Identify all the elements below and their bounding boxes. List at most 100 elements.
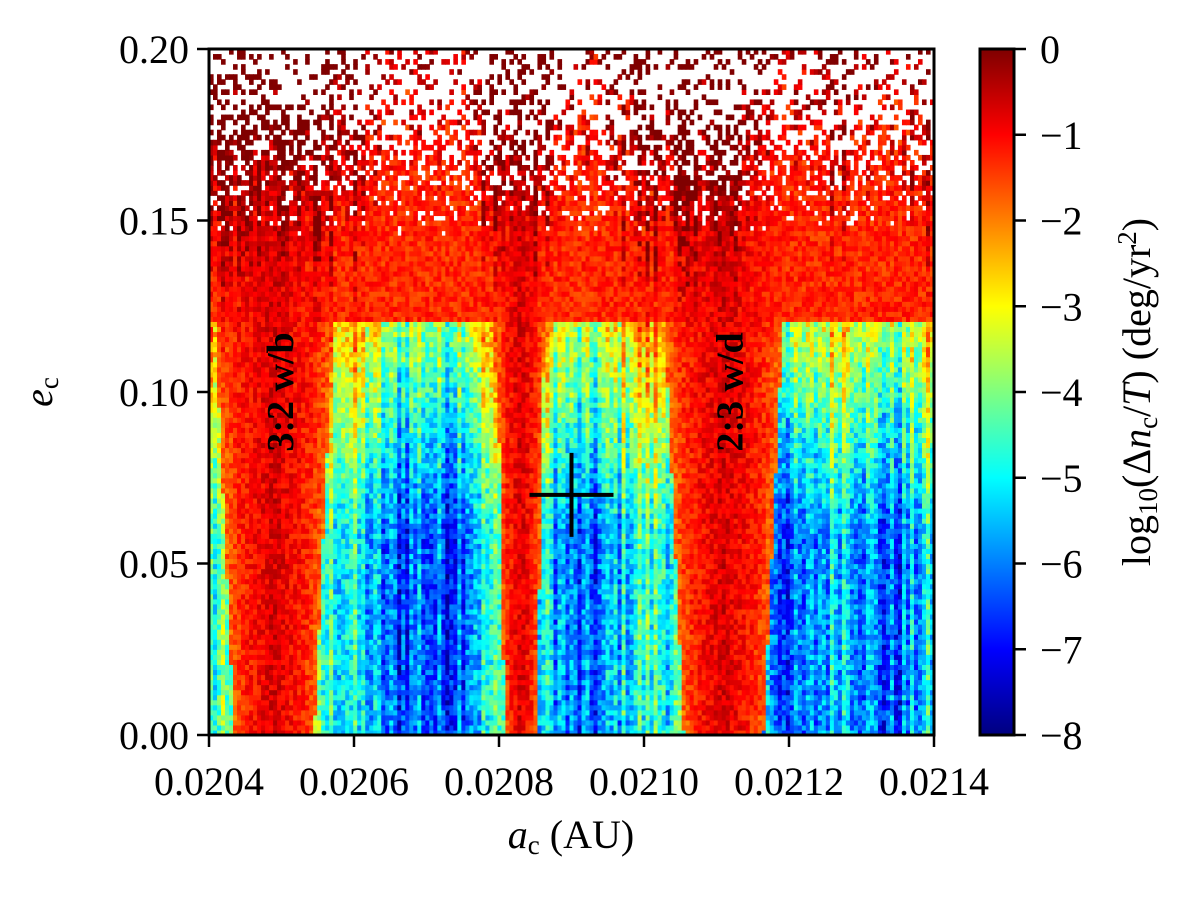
heatmap-cell (441, 649, 446, 655)
heatmap-cell (453, 719, 458, 726)
heatmap-cell (729, 674, 735, 681)
heatmap-cell (825, 654, 831, 660)
heatmap-cell (329, 629, 334, 635)
heatmap-cell (389, 639, 394, 645)
heatmap-cell (369, 709, 374, 716)
heatmap-cell (561, 694, 567, 701)
heatmap-cell (233, 729, 238, 735)
heatmap-cell (717, 729, 723, 735)
heatmap-cell (613, 669, 619, 676)
heatmap-cell (673, 649, 679, 655)
heatmap-cell (625, 674, 631, 681)
heatmap-cell (397, 613, 402, 620)
heatmap-cell (421, 624, 426, 630)
heatmap-cell (389, 674, 394, 681)
heatmap-cell (513, 689, 519, 696)
heatmap-cell (597, 714, 603, 721)
heatmap-cell (581, 719, 587, 726)
heatmap-cell (289, 684, 294, 691)
heatmap-cell (637, 649, 643, 655)
heatmap-cell (393, 729, 398, 735)
heatmap-cell (393, 724, 398, 731)
heatmap-cell (685, 694, 691, 701)
heatmap-cell (533, 598, 539, 605)
heatmap-cell (641, 634, 647, 640)
heatmap-cell (741, 654, 747, 660)
heatmap-cell (553, 679, 559, 686)
heatmap-cell (645, 724, 651, 731)
heatmap-cell (425, 699, 430, 706)
heatmap-cell (389, 679, 394, 686)
heatmap-cell (521, 608, 527, 615)
heatmap-cell (357, 689, 362, 696)
heatmap-cell (645, 719, 651, 726)
heatmap-cell (761, 679, 767, 686)
heatmap-cell (369, 714, 374, 721)
heatmap-cell (589, 659, 595, 665)
heatmap-cell (237, 639, 242, 645)
heatmap-cell (913, 618, 919, 625)
heatmap-cell (821, 719, 827, 726)
heatmap-cell (785, 719, 791, 726)
heatmap-cell (849, 714, 855, 721)
heatmap-cell (317, 654, 322, 660)
heatmap-cell (473, 659, 478, 665)
heatmap-cell (789, 634, 795, 640)
heatmap-cell (289, 608, 294, 615)
heatmap-cell (209, 598, 214, 605)
heatmap-cell (881, 699, 887, 706)
heatmap-cell (821, 729, 827, 735)
heatmap-cell (285, 664, 290, 671)
heatmap-cell (541, 669, 547, 676)
heatmap-cell (601, 724, 607, 731)
heatmap-cell (741, 724, 747, 731)
heatmap-cell (241, 649, 246, 655)
heatmap-cell (253, 598, 258, 605)
heatmap-cell (225, 704, 230, 711)
heatmap-cell (721, 714, 727, 721)
heatmap-cell (853, 644, 859, 650)
heatmap-cell (357, 684, 362, 691)
heatmap-cell (625, 724, 631, 731)
heatmap-cell (537, 624, 543, 630)
heatmap-cell (553, 724, 559, 731)
heatmap-cell (213, 659, 218, 665)
heatmap-cell (289, 593, 294, 600)
heatmap-cell (225, 634, 230, 640)
heatmap-cell (465, 674, 470, 681)
heatmap-cell (633, 593, 639, 600)
heatmap-cell (745, 684, 751, 691)
heatmap-cell (685, 654, 691, 660)
heatmap-cell (701, 634, 707, 640)
heatmap-cell (673, 664, 679, 671)
heatmap-cell (301, 603, 306, 610)
heatmap-cell (417, 689, 422, 696)
heatmap-cell (413, 714, 418, 721)
heatmap-cell (641, 659, 647, 665)
heatmap-cell (861, 724, 867, 731)
heatmap-cell (369, 634, 374, 640)
heatmap-cell (785, 709, 791, 716)
heatmap-cell (309, 613, 314, 620)
heatmap-cell (265, 593, 270, 600)
heatmap-cell (293, 664, 298, 671)
heatmap-cell (361, 634, 366, 640)
heatmap-cell (501, 629, 507, 635)
heatmap-cell (761, 694, 767, 701)
heatmap-cell (537, 729, 543, 735)
heatmap-cell (245, 639, 250, 645)
heatmap-cell (841, 694, 847, 701)
heatmap-cell (901, 603, 907, 610)
heatmap-cell (889, 704, 895, 711)
heatmap-cell (789, 729, 795, 735)
heatmap-cell (741, 664, 747, 671)
heatmap-cell (441, 659, 446, 665)
heatmap-cell (425, 684, 430, 691)
heatmap-cell (853, 654, 859, 660)
heatmap-cell (805, 729, 811, 735)
heatmap-cell (713, 608, 719, 615)
heatmap-cell (349, 704, 354, 711)
heatmap-cell (241, 699, 246, 706)
heatmap-cell (677, 654, 683, 660)
heatmap-cell (333, 729, 338, 735)
